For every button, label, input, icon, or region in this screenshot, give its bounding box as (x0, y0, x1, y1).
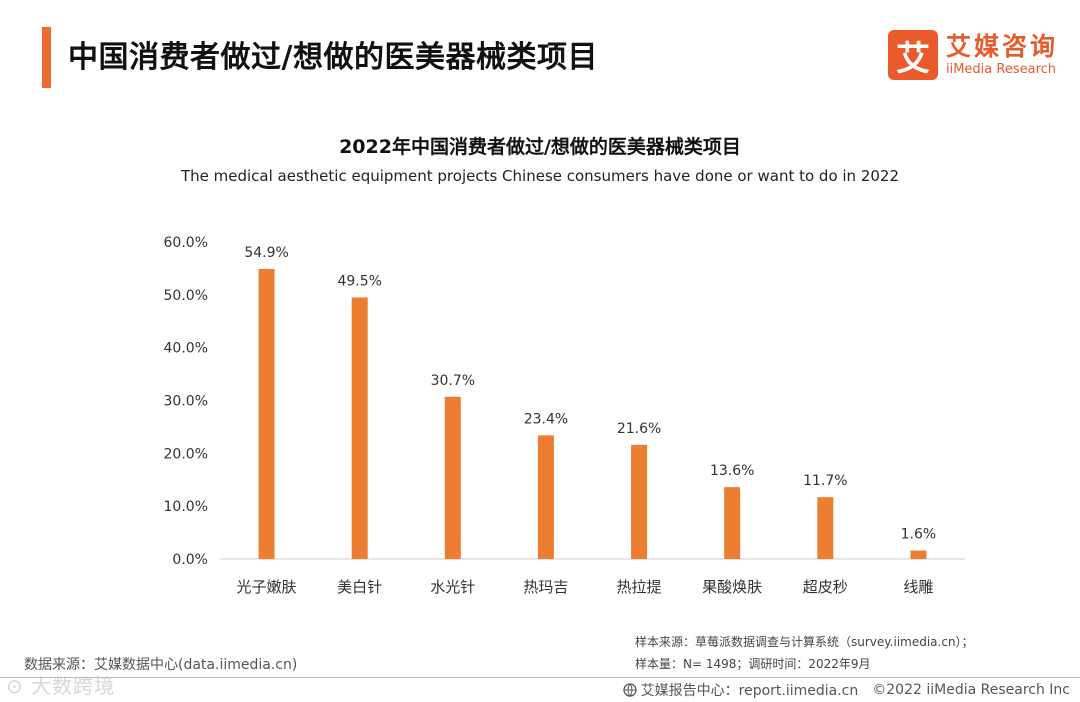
data-label: 49.5% (337, 273, 381, 289)
bar (444, 396, 461, 559)
bar (817, 497, 834, 559)
page-title: 中国消费者做过/想做的医美器械类项目 (68, 40, 598, 75)
chart-subtitle: The medical aesthetic equipment projects… (180, 167, 900, 185)
sample-size: 样本量：N= 1498；调研时间：2022年9月 (635, 657, 871, 671)
data-source: 数据来源：艾媒数据中心(data.iimedia.cn) (24, 657, 298, 673)
footer: 艾媒报告中心：report.iimedia.cn ©2022 iiMedia R… (622, 680, 1070, 700)
data-label: 13.6% (710, 463, 754, 479)
x-tick-label: 水光针 (430, 578, 475, 596)
x-tick-label: 超皮秒 (803, 578, 848, 596)
bar (537, 435, 554, 559)
data-label: 11.7% (803, 473, 847, 489)
x-tick-label: 光子嫩肤 (237, 578, 297, 596)
copyright: ©2022 iiMedia Research Inc (872, 682, 1070, 698)
report-center-link[interactable]: 艾媒报告中心：report.iimedia.cn (640, 683, 859, 699)
brand-logo-icon: 艾 (887, 30, 938, 80)
x-tick-label: 热拉提 (617, 578, 662, 596)
watermark: ⊙ 大数跨境 (6, 674, 116, 698)
data-label: 30.7% (431, 373, 475, 389)
chart-title: 2022年中国消费者做过/想做的医美器械类项目 (339, 136, 741, 158)
x-tick-label: 美白针 (337, 578, 382, 596)
y-tick-label: 30.0% (164, 394, 208, 410)
brand-name-cn: 艾媒咨询 (945, 32, 1058, 61)
globe-icon (622, 683, 637, 697)
footer-divider (0, 677, 1080, 678)
data-label: 1.6% (901, 527, 937, 543)
data-label: 54.9% (244, 245, 288, 261)
bar (351, 297, 368, 559)
sample-source: 样本来源：草莓派数据调查与计算系统（survey.iimedia.cn）； (635, 635, 974, 649)
brand-name-en: iiMedia Research (945, 62, 1057, 77)
x-tick-label: 果酸焕肤 (702, 578, 762, 596)
y-tick-label: 40.0% (164, 341, 208, 357)
y-tick-label: 60.0% (164, 235, 208, 251)
brand-logo-block: 艾 艾媒咨询 iiMedia Research (887, 30, 1058, 80)
bar (910, 550, 927, 559)
x-tick-label: 热玛吉 (523, 578, 568, 596)
data-label: 21.6% (617, 421, 661, 437)
title-accent-bar (42, 27, 51, 88)
x-tick-label: 线雕 (903, 578, 933, 596)
y-tick-label: 10.0% (164, 499, 208, 515)
bar (724, 487, 741, 559)
bar (631, 444, 648, 559)
y-tick-label: 50.0% (164, 288, 208, 304)
data-label: 23.4% (524, 411, 568, 427)
y-tick-label: 20.0% (164, 446, 208, 462)
y-tick-label: 0.0% (172, 552, 208, 568)
bar (258, 268, 275, 559)
